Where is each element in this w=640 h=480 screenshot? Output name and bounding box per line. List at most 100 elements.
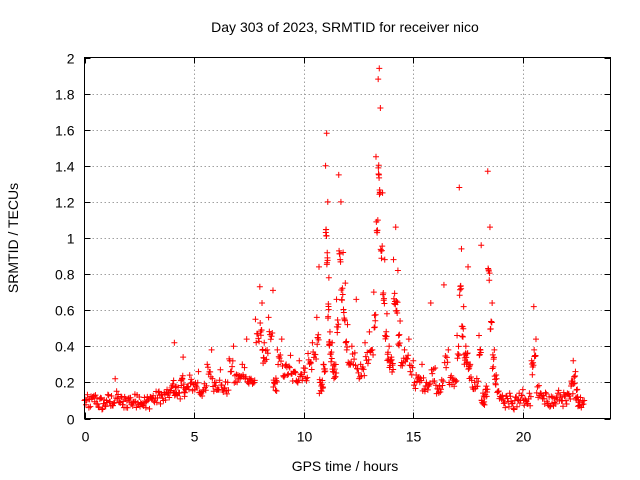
data-point <box>421 388 428 395</box>
axis-ticks <box>84 57 611 420</box>
y-tick-label: 0.6 <box>55 303 75 319</box>
data-point <box>328 349 335 356</box>
data-point <box>405 352 412 359</box>
data-point <box>170 377 177 384</box>
data-point <box>166 394 173 401</box>
data-point <box>511 406 518 413</box>
data-point <box>286 363 293 370</box>
data-point <box>84 391 91 398</box>
data-point <box>571 373 578 380</box>
data-point <box>389 360 396 367</box>
data-point <box>339 291 346 298</box>
data-point <box>273 377 280 384</box>
data-point <box>407 368 414 375</box>
data-point <box>566 393 573 400</box>
data-point <box>375 76 382 83</box>
data-point <box>216 377 223 384</box>
data-point <box>277 351 284 358</box>
chart-title: Day 303 of 2023, SRMTID for receiver nic… <box>211 19 479 35</box>
data-point <box>574 393 581 400</box>
data-point <box>491 346 498 353</box>
data-point <box>557 394 564 401</box>
y-tick-label: 0.2 <box>55 375 75 391</box>
data-point <box>129 402 136 409</box>
data-point <box>251 377 258 384</box>
data-point <box>334 316 341 323</box>
data-point <box>268 333 275 340</box>
data-point <box>234 379 241 386</box>
data-point <box>476 332 482 339</box>
data-point <box>513 403 520 410</box>
data-point <box>501 399 508 406</box>
data-point <box>322 368 329 375</box>
data-point <box>323 233 330 240</box>
data-point <box>410 357 417 364</box>
data-point <box>560 403 567 410</box>
data-points <box>81 65 588 413</box>
data-point <box>477 349 484 356</box>
data-point <box>514 396 521 403</box>
data-point <box>555 387 562 394</box>
data-point <box>273 388 280 395</box>
data-point <box>522 397 529 404</box>
data-point <box>412 385 419 392</box>
data-point <box>326 328 333 335</box>
y-tick-label: 0.8 <box>55 267 75 283</box>
data-point <box>381 256 388 263</box>
data-point <box>405 336 412 343</box>
data-point <box>204 364 211 371</box>
data-point <box>440 378 447 385</box>
data-point <box>435 389 442 396</box>
data-point <box>329 339 336 346</box>
data-point <box>218 382 225 389</box>
data-point <box>287 352 294 359</box>
data-point <box>507 393 514 400</box>
data-point <box>532 336 539 343</box>
data-point <box>264 350 271 357</box>
data-point <box>364 349 371 356</box>
data-point <box>247 376 254 383</box>
data-point <box>362 353 369 360</box>
data-point <box>574 386 581 393</box>
data-point <box>563 401 570 408</box>
data-point <box>212 382 219 389</box>
data-point <box>113 388 120 395</box>
data-point <box>274 346 281 353</box>
data-point <box>567 395 574 402</box>
data-point <box>336 250 343 257</box>
data-point <box>340 309 347 316</box>
data-point <box>365 356 372 363</box>
data-point <box>324 249 331 256</box>
data-point <box>459 333 466 340</box>
data-point <box>220 389 227 396</box>
data-point <box>364 360 371 367</box>
data-point <box>82 401 89 408</box>
data-point <box>426 381 433 388</box>
data-point <box>225 387 232 394</box>
data-point <box>473 375 480 382</box>
data-point <box>460 303 467 310</box>
data-point <box>265 314 272 321</box>
data-point <box>577 394 584 401</box>
data-point <box>303 377 310 384</box>
data-point <box>516 400 523 407</box>
data-point <box>274 378 281 385</box>
data-point <box>210 388 217 395</box>
data-point <box>367 347 374 354</box>
data-point <box>284 371 291 378</box>
data-point <box>275 361 282 368</box>
data-point <box>548 393 555 400</box>
data-point <box>199 393 206 400</box>
data-point <box>269 330 276 337</box>
data-point <box>500 400 507 407</box>
data-point <box>526 390 533 397</box>
data-point <box>372 311 379 318</box>
data-point <box>272 387 279 394</box>
data-point <box>102 403 109 410</box>
data-point <box>561 393 568 400</box>
data-point <box>569 390 576 397</box>
data-point <box>175 384 182 391</box>
data-point <box>395 341 402 348</box>
y-tick-label: 2 <box>67 51 75 67</box>
data-point <box>330 362 337 369</box>
